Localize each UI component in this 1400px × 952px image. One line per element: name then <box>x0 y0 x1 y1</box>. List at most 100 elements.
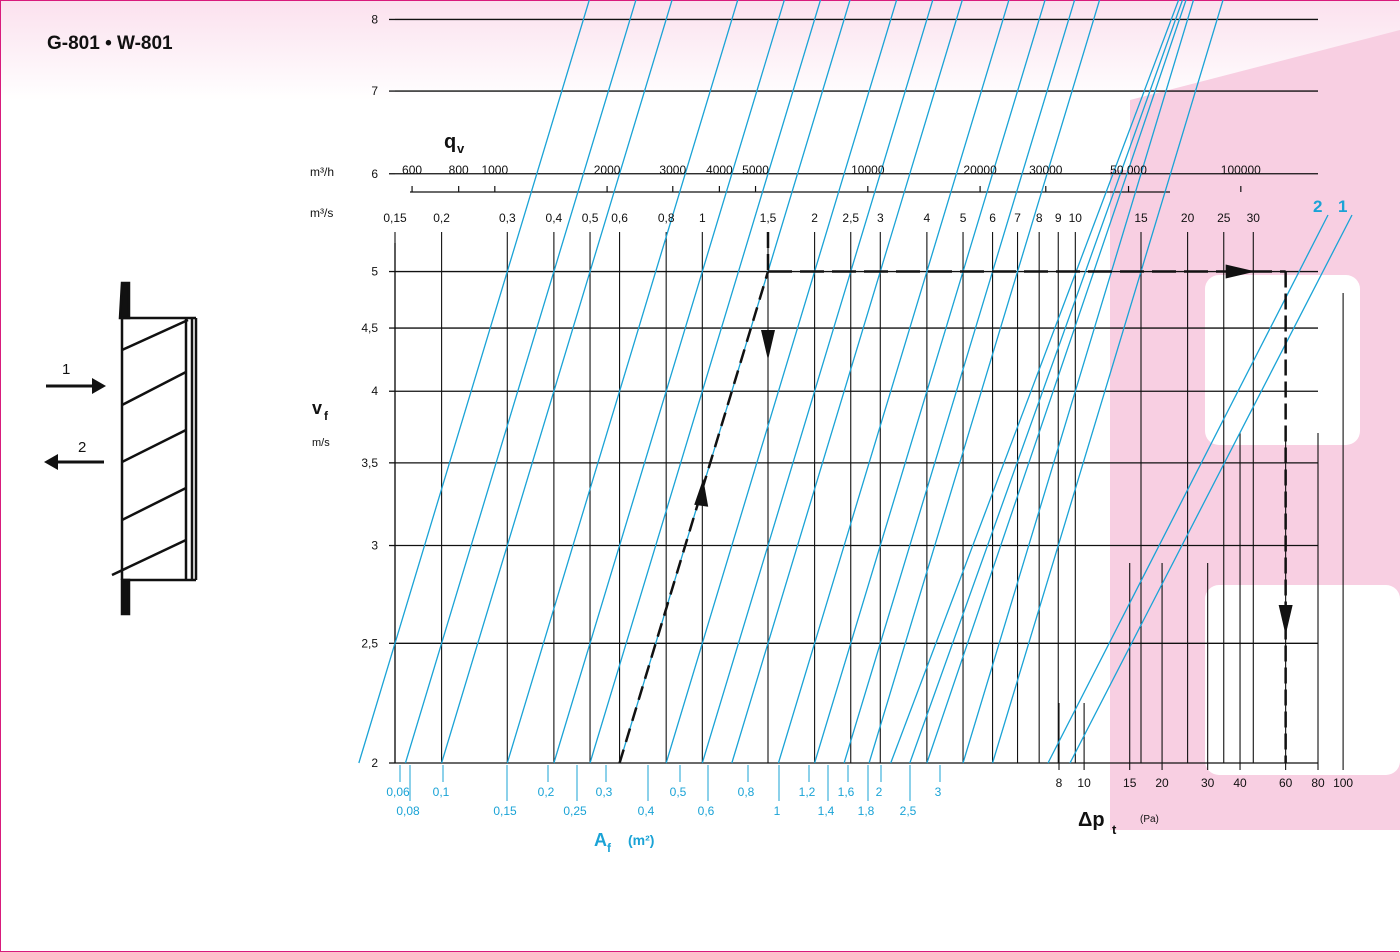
example-arrow-dp <box>1278 605 1293 635</box>
qv-m3s-tick-label: 7 <box>1014 211 1021 225</box>
qv-m3s-tick-label: 15 <box>1134 211 1148 225</box>
example-arrow-up <box>694 478 709 507</box>
qv-m3h-tick-label: 1000 <box>481 163 508 177</box>
af-tick-label: 1 <box>774 804 781 818</box>
dp-tick-label: 20 <box>1155 776 1169 790</box>
qv-m3s-tick-label: 0,5 <box>582 211 599 225</box>
af-tick-label: 0,15 <box>493 804 517 818</box>
af-tick-label: 2,5 <box>900 804 917 818</box>
dp-tick-label: 15 <box>1123 776 1137 790</box>
qv-m3s-tick-label: 2,5 <box>842 211 859 225</box>
area-line <box>991 0 1224 764</box>
qv-m3s-tick-label: 6 <box>989 211 996 225</box>
area-line <box>618 0 851 764</box>
vf-tick-label: 4,5 <box>361 321 378 335</box>
area-line <box>440 0 673 764</box>
af-tick-label: 0,2 <box>538 785 555 799</box>
dp-tick-label: 80 <box>1311 776 1325 790</box>
qv-symbol: q <box>444 131 456 153</box>
qv-m3h-tick-label: 4000 <box>706 163 733 177</box>
qv-m3h-tick-label: 2000 <box>594 163 621 177</box>
vf-tick-label: 3 <box>371 539 378 553</box>
qv-m3s-tick-label: 1,5 <box>760 211 777 225</box>
qv-m3h-tick-label: 600 <box>402 163 422 177</box>
area-line <box>506 0 739 764</box>
af-subscript: f <box>607 841 612 855</box>
page-title: G-801 • W-801 <box>47 33 173 54</box>
vf-tick-label: 2 <box>371 756 378 770</box>
qv-m3h-unit: m³/h <box>310 165 334 179</box>
qv-m3s-tick-label: 3 <box>877 211 884 225</box>
area-line <box>813 0 1046 764</box>
area-line <box>890 0 1180 764</box>
qv-m3s-tick-label: 10 <box>1069 211 1083 225</box>
area-line <box>404 0 637 764</box>
vf-unit: m/s <box>312 437 330 449</box>
af-tick-label: 1,2 <box>799 785 816 799</box>
af-tick-label: 0,6 <box>698 804 715 818</box>
vf-symbol: v <box>312 398 322 418</box>
af-tick-label: 0,25 <box>563 804 587 818</box>
af-symbol: A <box>594 830 607 850</box>
inlet-label: 1 <box>62 361 70 378</box>
dp-tick-label: 8 <box>1056 776 1063 790</box>
qv-m3s-tick-label: 1 <box>699 211 706 225</box>
qv-m3s-tick-label: 0,8 <box>658 211 675 225</box>
example-arrow-right <box>1225 264 1256 279</box>
dp-unit: (Pa) <box>1140 814 1159 825</box>
dp-tick-label: 60 <box>1279 776 1293 790</box>
example-path-area <box>618 271 770 764</box>
header-band <box>1 1 1400 101</box>
vf-tick-label: 7 <box>371 84 378 98</box>
dp-tick-label: 10 <box>1077 776 1091 790</box>
af-tick-label: 0,06 <box>386 785 410 799</box>
dp-curve-1 <box>1069 214 1353 764</box>
af-tick-label: 1,6 <box>838 785 855 799</box>
dp-symbol: Δp <box>1078 809 1105 831</box>
vf-tick-label: 3,5 <box>361 456 378 470</box>
dp-tick-label: 40 <box>1233 776 1247 790</box>
vf-tick-label: 4 <box>371 384 378 398</box>
qv-m3h-tick-label: 100000 <box>1221 163 1261 177</box>
area-line <box>777 0 1010 764</box>
af-tick-label: 0,08 <box>396 804 420 818</box>
curve-label-1: 1 <box>1338 197 1347 216</box>
area-line <box>553 0 786 764</box>
qv-m3h-tick-label: 30000 <box>1029 163 1063 177</box>
af-unit: (m²) <box>628 832 654 848</box>
dp-subscript: t <box>1112 822 1117 837</box>
qv-m3h-tick-label: 10000 <box>851 163 885 177</box>
vf-tick-label: 6 <box>371 167 378 181</box>
af-tick-label: 0,4 <box>638 804 655 818</box>
qv-m3h-tick-label: 50 000 <box>1110 163 1147 177</box>
qv-m3s-tick-label: 4 <box>924 211 931 225</box>
area-line <box>962 0 1195 764</box>
area-line <box>926 0 1187 764</box>
af-tick-label: 0,8 <box>738 785 755 799</box>
af-tick-label: 0,1 <box>433 785 450 799</box>
qv-m3s-tick-label: 30 <box>1247 211 1261 225</box>
af-tick-label: 2 <box>876 785 883 799</box>
vf-tick-label: 8 <box>371 12 378 26</box>
vf-tick-label: 5 <box>371 265 378 279</box>
qv-m3s-tick-label: 0,3 <box>499 211 516 225</box>
area-line <box>731 0 963 764</box>
qv-m3s-tick-label: 2 <box>811 211 818 225</box>
af-tick-label: 1,4 <box>818 804 835 818</box>
qv-m3s-tick-label: 0,6 <box>611 211 628 225</box>
qv-m3h-tick-label: 3000 <box>659 163 686 177</box>
qv-m3h-tick-label: 20000 <box>963 163 997 177</box>
qv-m3s-tick-label: 9 <box>1055 211 1062 225</box>
dp-curve-2 <box>1047 214 1329 764</box>
qv-m3s-tick-label: 0,2 <box>433 211 450 225</box>
af-tick-label: 0,3 <box>596 785 613 799</box>
area-line <box>701 0 934 764</box>
area-line <box>589 0 822 764</box>
example-arrow-down <box>761 330 775 360</box>
qv-m3h-tick-label: 800 <box>449 163 469 177</box>
outlet-label: 2 <box>78 439 86 456</box>
af-tick-label: 0,5 <box>670 785 687 799</box>
qv-m3h-tick-label: 5000 <box>742 163 769 177</box>
